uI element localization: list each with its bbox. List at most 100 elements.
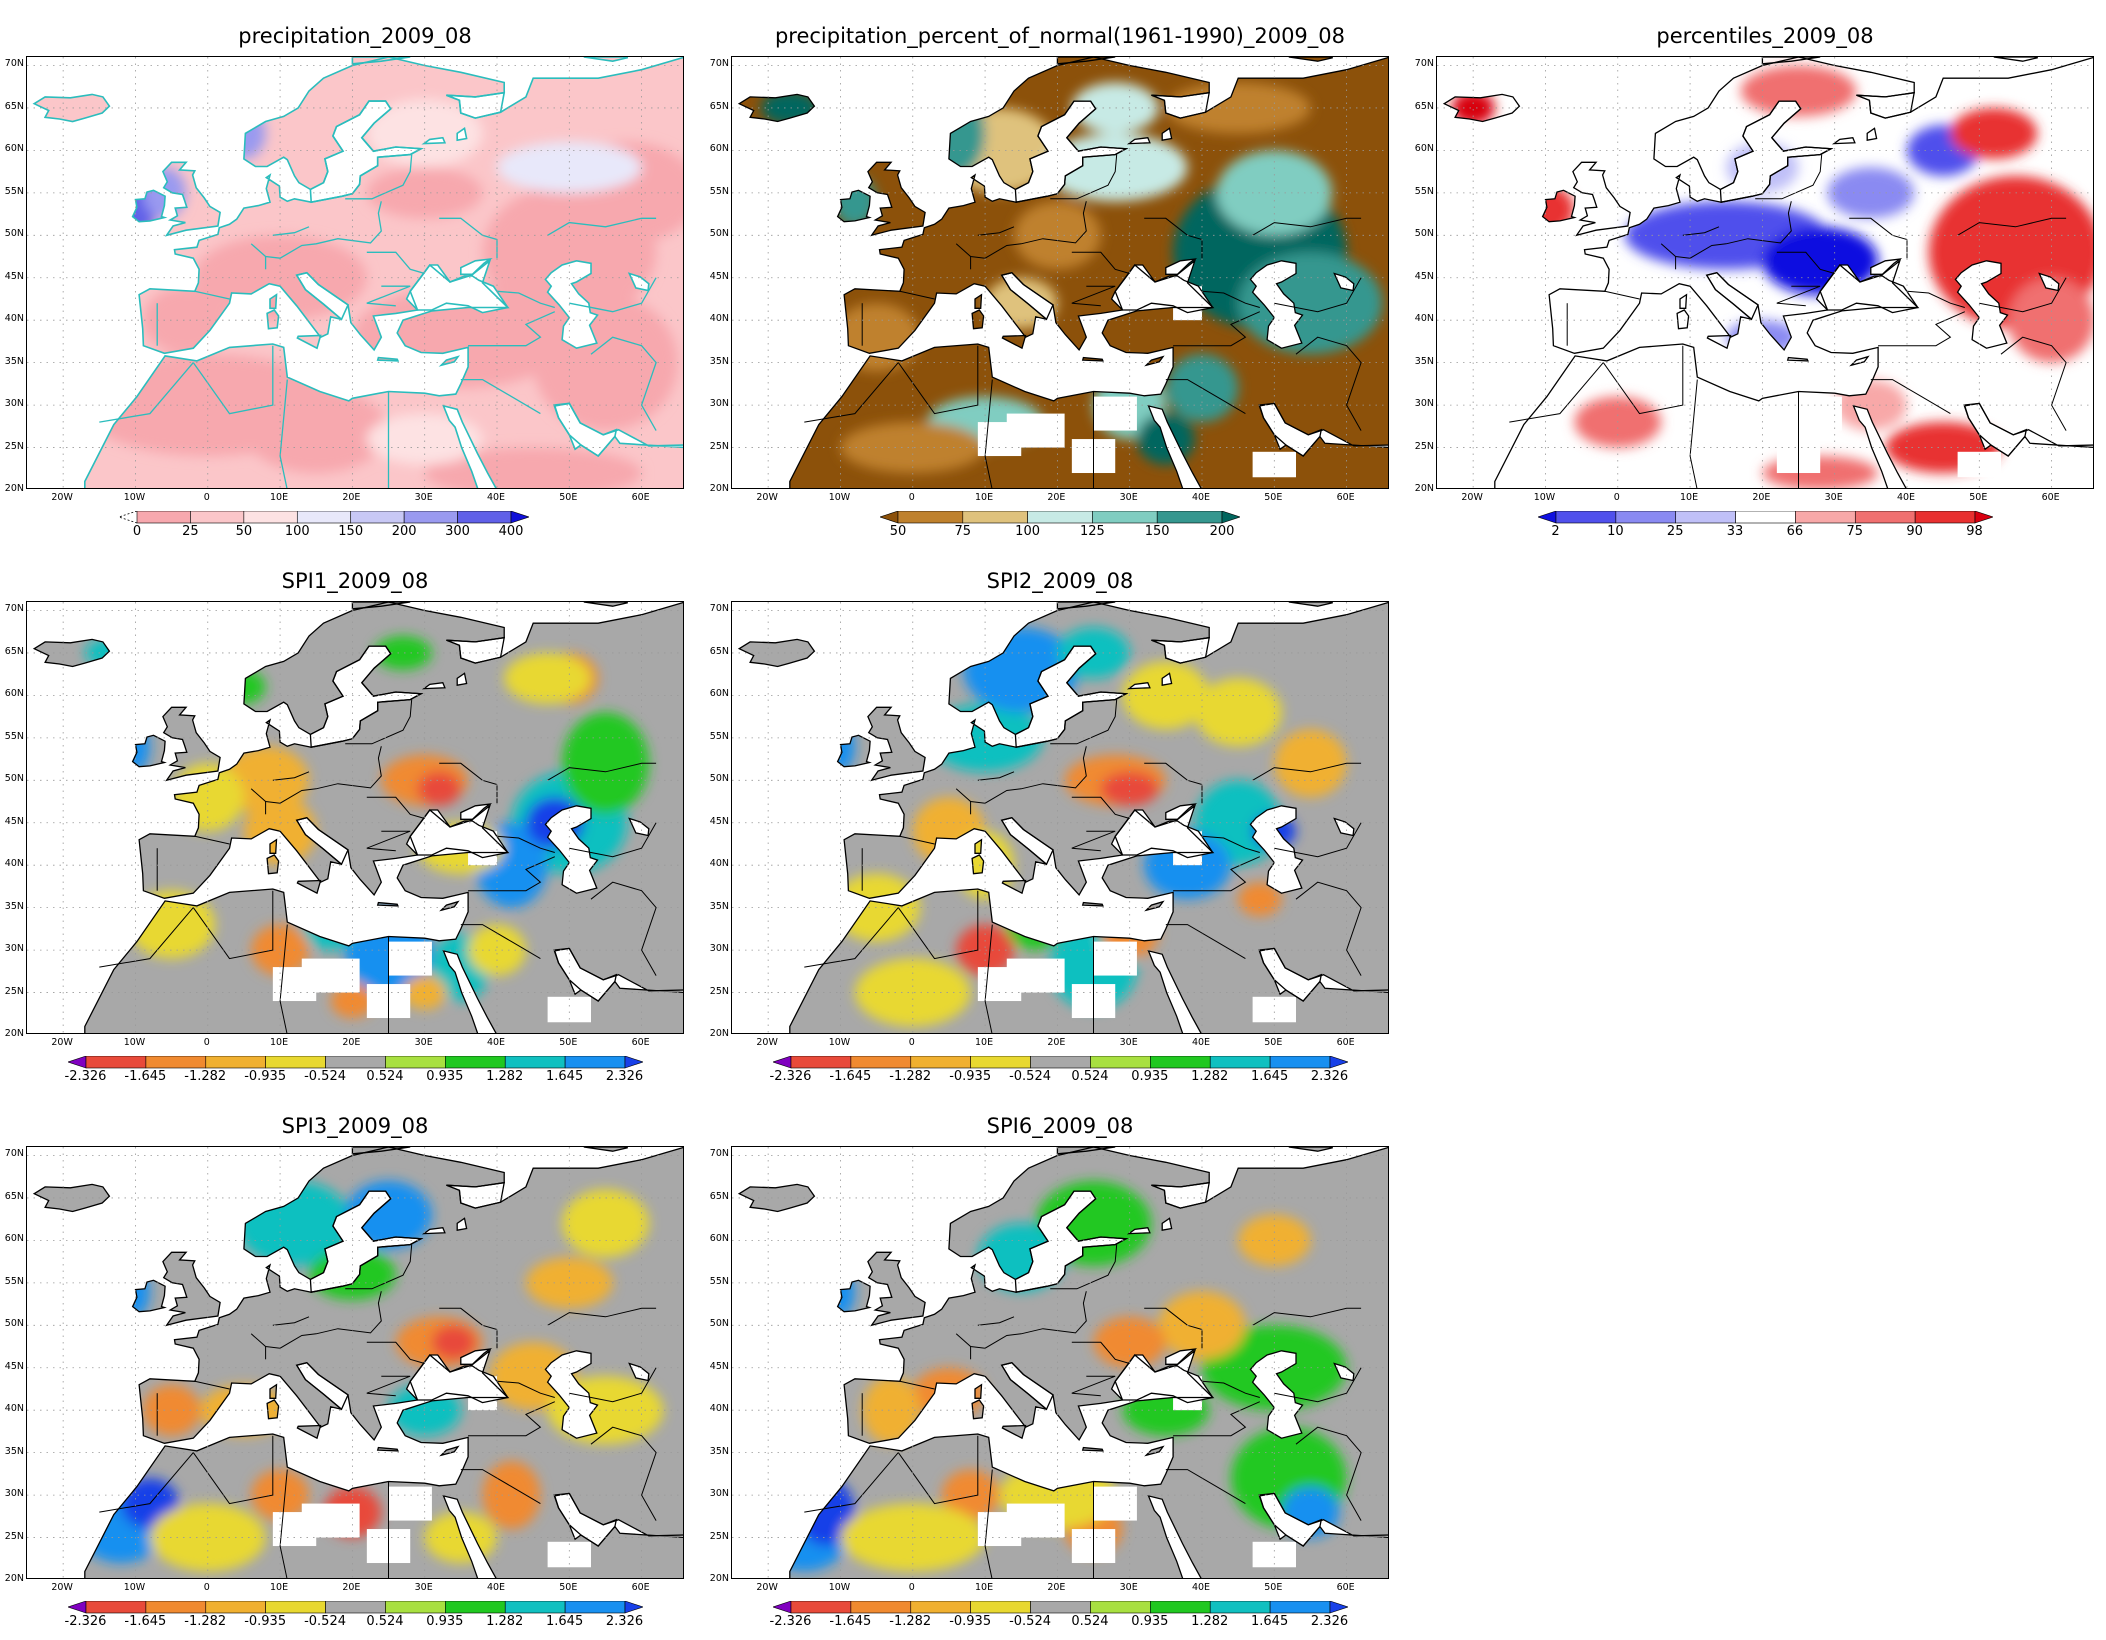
colorbar-label: 400 — [498, 524, 524, 539]
colorbar-swatch — [1734, 510, 1796, 524]
colorbar-label: -1.645 — [124, 1614, 167, 1629]
colorbar-label: 2.326 — [605, 1614, 644, 1629]
water-persgulf — [554, 948, 617, 1001]
map-panel-percent-normal: precipitation_percent_of_normal(1961-199… — [705, 0, 1405, 540]
water-persgulf — [1964, 403, 2027, 456]
colorbar-swatch — [909, 1600, 971, 1614]
water-caspian — [545, 1350, 598, 1439]
lat-tick-label: 20N — [1414, 483, 1434, 494]
colorbar-label: 10 — [1607, 524, 1624, 539]
lat-tick-label: 45N — [4, 1360, 24, 1372]
lon-tick-label: 50E — [559, 492, 578, 503]
colorbar-label: 1.282 — [486, 1614, 524, 1629]
colorbar-swatch — [350, 510, 405, 524]
lat-tick-label: 50N — [709, 773, 729, 785]
colorbar-max-arrow — [510, 510, 530, 524]
colorbar-label: -1.282 — [184, 1614, 227, 1629]
colorbar-label: -0.935 — [244, 1614, 287, 1629]
colorbar-swatch — [1209, 1055, 1270, 1069]
lat-tick-label: 35N — [4, 900, 24, 912]
colorbar-label: 0.524 — [366, 1069, 404, 1084]
water-onega — [1162, 1218, 1172, 1231]
colorbar-label: 100 — [1015, 524, 1040, 539]
lon-tick-label: 30E — [1119, 492, 1138, 503]
lat-tick-label: 35N — [709, 900, 729, 912]
colorbar-label: 2.326 — [605, 1069, 644, 1084]
colorbar-swatch — [1269, 1055, 1330, 1069]
lat-tick-label: 50N — [709, 228, 729, 240]
lat-tick-label: 45N — [709, 270, 729, 282]
lat-tick-label: 50N — [709, 1318, 729, 1330]
water-redsea — [1148, 405, 1201, 488]
colorbar-label: -0.935 — [949, 1614, 992, 1629]
colorbar-min-arrow — [66, 1055, 86, 1069]
colorbar-swatch — [384, 1055, 446, 1069]
colorbar-label: 50 — [889, 524, 907, 539]
colorbar-swatch — [969, 1055, 1031, 1069]
missing-data — [1682, 422, 1727, 457]
colorbar-swatch — [324, 1600, 386, 1614]
colorbar-swatches — [66, 1055, 644, 1069]
colorbar-label: -0.935 — [244, 1069, 287, 1084]
missing-data — [388, 1486, 432, 1521]
colorbar-label: 0.935 — [1131, 1069, 1169, 1084]
lon-tick-label: 0 — [908, 492, 915, 503]
lat-tick-label: 60N — [709, 688, 729, 700]
lat-tick-label: 25N — [4, 440, 24, 452]
colorbar-label: -1.282 — [889, 1614, 932, 1629]
lat-tick-label: 25N — [709, 1530, 729, 1542]
lon-tick-label: 60E — [1336, 1037, 1355, 1048]
map-canvas — [27, 1147, 683, 1578]
lon-tick-label: 50E — [1264, 492, 1283, 503]
colorbar-swatch — [1854, 510, 1915, 524]
lat-tick-label: 30N — [709, 398, 729, 410]
lat-tick-label: 50N — [1414, 228, 1434, 240]
field-anomaly — [1950, 107, 2038, 159]
water-blacksea — [406, 810, 508, 858]
colorbar-label: 0.524 — [1071, 1614, 1109, 1629]
water-ladoga — [424, 137, 445, 144]
panel-title: precipitation_percent_of_normal(1961-199… — [774, 24, 1346, 48]
lat-tick-label: 35N — [4, 355, 24, 367]
field-anomaly — [84, 635, 158, 670]
colorbar-label: -0.524 — [304, 1069, 346, 1084]
lat-tick-label: 20N — [4, 1028, 24, 1039]
lat-tick-label: 65N — [4, 1190, 24, 1202]
colorbar-swatch — [264, 1055, 326, 1069]
lat-tick-label: 30N — [4, 1488, 24, 1500]
panel-title: SPI6_2009_08 — [986, 1114, 1134, 1138]
colorbar-swatch — [1615, 510, 1676, 524]
water-ladoga — [1129, 1227, 1150, 1234]
panel-title: percentiles_2009_08 — [1656, 24, 1874, 48]
map-area — [26, 56, 684, 489]
missing-data — [1093, 1486, 1137, 1521]
lat-tick-label: 45N — [4, 270, 24, 282]
colorbar-swatch — [1089, 1600, 1151, 1614]
lon-tick-label: 20E — [342, 492, 361, 503]
colorbar-swatch — [1914, 510, 1975, 524]
colorbar-swatch — [85, 1055, 146, 1069]
colorbar-label: 1.645 — [1251, 1069, 1289, 1084]
colorbar-swatch — [1029, 1055, 1091, 1069]
water-onega — [457, 673, 467, 686]
water-azov — [1165, 1349, 1195, 1365]
colorbar-swatch — [790, 1055, 851, 1069]
colorbar-label: -1.282 — [184, 1069, 227, 1084]
field-anomaly — [482, 1461, 541, 1530]
lat-tick-label: 25N — [709, 440, 729, 452]
lat-tick-label: 20N — [709, 1028, 729, 1039]
missing-data — [977, 422, 1022, 457]
coastlines — [1442, 57, 2093, 488]
lat-tick-label: 45N — [709, 1360, 729, 1372]
colorbar-swatch — [136, 510, 191, 524]
colorbar-max-arrow — [1329, 1055, 1349, 1069]
colorbar-swatch — [790, 1600, 851, 1614]
lon-tick-label: 50E — [1264, 1037, 1283, 1048]
colorbar-label: 2.326 — [1310, 1069, 1349, 1084]
colorbar-label: -2.326 — [769, 1069, 812, 1084]
lon-tick-label: 40E — [486, 1582, 506, 1593]
water-adriatic — [1001, 1362, 1053, 1410]
lon-tick-label: 40E — [1896, 492, 1916, 503]
lon-tick-label: 0 — [203, 1037, 210, 1048]
lon-tick-label: 20W — [1461, 492, 1483, 503]
